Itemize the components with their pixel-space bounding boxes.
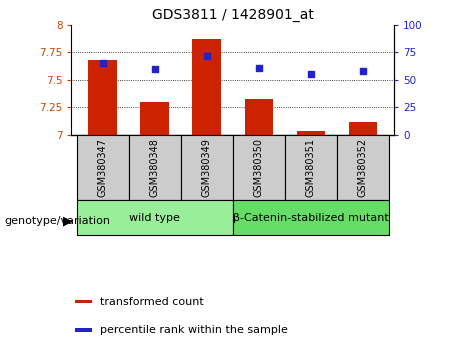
Text: GSM380352: GSM380352 <box>358 138 368 197</box>
Text: percentile rank within the sample: percentile rank within the sample <box>100 325 289 335</box>
Bar <box>77 135 129 200</box>
Bar <box>244 99 273 135</box>
Point <box>307 71 314 77</box>
Title: GDS3811 / 1428901_at: GDS3811 / 1428901_at <box>152 8 314 22</box>
Text: wild type: wild type <box>129 213 180 223</box>
Text: GSM380349: GSM380349 <box>202 138 212 197</box>
Text: ▶: ▶ <box>64 215 73 228</box>
Bar <box>129 135 181 200</box>
Bar <box>233 135 285 200</box>
Bar <box>181 135 233 200</box>
Point <box>255 65 262 70</box>
Text: β-Catenin-stabilized mutant: β-Catenin-stabilized mutant <box>233 213 389 223</box>
Bar <box>296 131 325 135</box>
Point <box>151 66 159 72</box>
Text: transformed count: transformed count <box>100 297 204 307</box>
Text: GSM380348: GSM380348 <box>150 138 160 197</box>
Text: genotype/variation: genotype/variation <box>5 216 111 226</box>
Bar <box>233 200 389 235</box>
Point <box>99 60 106 66</box>
Bar <box>141 102 169 135</box>
Text: GSM380347: GSM380347 <box>98 138 108 197</box>
Point <box>203 53 211 58</box>
Text: GSM380350: GSM380350 <box>254 138 264 197</box>
Bar <box>193 39 221 135</box>
Bar <box>89 60 117 135</box>
Bar <box>77 200 233 235</box>
Bar <box>349 122 377 135</box>
Bar <box>285 135 337 200</box>
Bar <box>337 135 389 200</box>
Text: GSM380351: GSM380351 <box>306 138 316 197</box>
Bar <box>75 328 92 332</box>
Point <box>359 68 366 74</box>
Bar <box>75 300 92 303</box>
